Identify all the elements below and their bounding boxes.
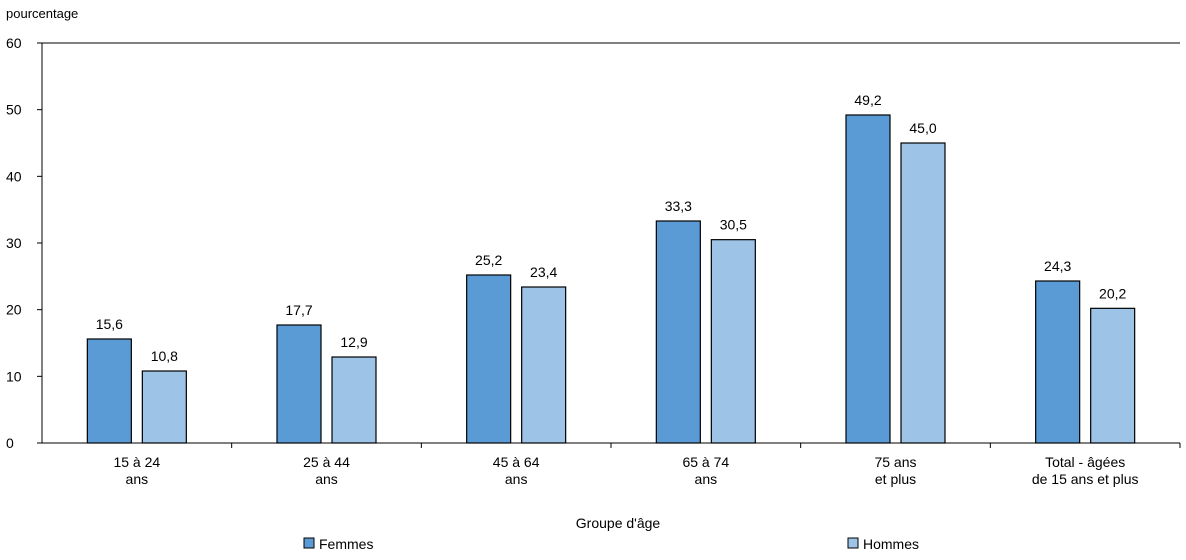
- legend-swatch-hommes: [847, 537, 859, 549]
- x-category-label-line: 65 à 74: [682, 454, 729, 470]
- data-label: 33,3: [665, 198, 692, 214]
- bar-hommes: [1090, 307, 1136, 444]
- x-category-label: Total - âgées de 15 ans et plus: [1032, 454, 1139, 487]
- bar-femmes: [655, 220, 701, 444]
- x-category-label-line: ans: [695, 471, 718, 487]
- bar-hommes: [710, 239, 756, 444]
- data-label: 12,9: [340, 334, 367, 350]
- x-category-label-line: 25 à 44: [303, 454, 350, 470]
- bar-hommes: [141, 370, 187, 444]
- legend: Femmes Hommes: [303, 536, 919, 552]
- x-category-label-line: 45 à 64: [493, 454, 540, 470]
- data-label: 23,4: [530, 264, 557, 280]
- x-category-label-line: 75 ans: [874, 454, 916, 470]
- legend-label-femmes: Femmes: [319, 536, 373, 552]
- x-category-label: 65 à 74 ans: [682, 454, 729, 487]
- y-tick-label: 20: [6, 302, 22, 318]
- y-tick-label: 40: [6, 168, 22, 184]
- x-category-label: 45 à 64 ans: [493, 454, 540, 487]
- y-tick-label: 60: [6, 35, 22, 51]
- x-category-label-line: 15 à 24: [113, 454, 160, 470]
- x-category-label: 15 à 24 ans: [113, 454, 160, 487]
- bar-hommes: [331, 356, 377, 444]
- legend-swatch-femmes: [303, 537, 315, 549]
- x-category-label-line: et plus: [875, 471, 916, 487]
- x-category-label: 25 à 44 ans: [303, 454, 350, 487]
- y-tick-label: 50: [6, 102, 22, 118]
- data-label: 49,2: [854, 92, 881, 108]
- data-label: 24,3: [1044, 258, 1071, 274]
- y-tick-label: 30: [6, 235, 22, 251]
- data-label: 20,2: [1099, 285, 1126, 301]
- data-label: 25,2: [475, 252, 502, 268]
- bar-femmes: [276, 324, 322, 444]
- y-tick-label: 0: [6, 435, 14, 451]
- bar-hommes: [900, 142, 946, 444]
- data-label: 10,8: [151, 348, 178, 364]
- data-label: 15,6: [96, 316, 123, 332]
- y-unit-label: pourcentage: [6, 6, 78, 21]
- bar-femmes: [86, 338, 132, 444]
- y-tick-label: 10: [6, 368, 22, 384]
- bar-femmes: [845, 114, 891, 444]
- legend-label-hommes: Hommes: [863, 536, 919, 552]
- bar-femmes: [1035, 280, 1081, 444]
- bar-femmes: [466, 274, 512, 444]
- x-category-label-line: ans: [126, 471, 149, 487]
- x-category-label-line: de 15 ans et plus: [1032, 471, 1139, 487]
- x-axis-title: Groupe d'âge: [576, 515, 661, 531]
- x-category-label-line: ans: [315, 471, 338, 487]
- x-category-label-line: Total - âgées: [1045, 454, 1125, 470]
- x-category-label-line: ans: [505, 471, 528, 487]
- data-label: 30,5: [720, 217, 747, 233]
- bar-hommes: [521, 286, 567, 444]
- data-label: 17,7: [285, 302, 312, 318]
- data-label: 45,0: [909, 120, 936, 136]
- x-category-label: 75 ans et plus: [874, 454, 916, 487]
